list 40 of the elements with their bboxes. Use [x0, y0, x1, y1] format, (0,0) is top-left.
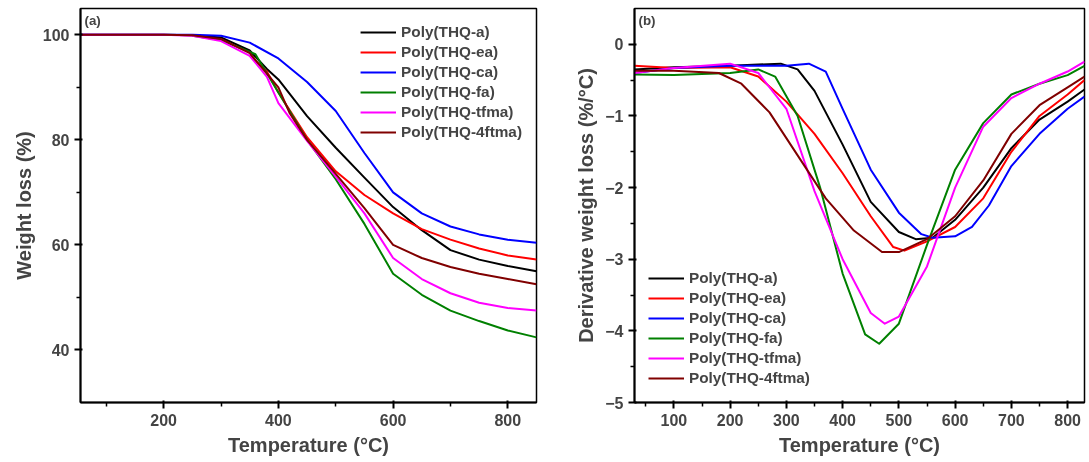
y-tick-label: 100: [42, 26, 70, 44]
x-tick-label: 400: [829, 411, 857, 429]
y-tick-label: −1: [605, 107, 624, 125]
y-tick-label: 60: [51, 236, 70, 254]
y-tick-label: 0: [614, 36, 624, 54]
x-tick-label: 100: [660, 411, 688, 429]
y-tick-label: −5: [605, 394, 624, 412]
x-tick-label: 500: [885, 411, 913, 429]
legend-label: Poly(THQ-a): [401, 23, 490, 41]
y-tick-label: 80: [51, 131, 70, 149]
y-axis-title: Weight loss (%): [12, 131, 35, 280]
annotation: (b): [638, 12, 656, 28]
legend-label: Poly(THQ-4ftma): [401, 123, 522, 141]
x-tick-label: 800: [494, 411, 522, 429]
x-tick-label: 600: [379, 411, 407, 429]
legend-label: Poly(THQ-ea): [689, 289, 787, 307]
legend-label: Poly(THQ-ca): [401, 63, 499, 81]
x-tick-label: 400: [265, 411, 292, 429]
legend-label: Poly(THQ-tfma): [689, 349, 802, 367]
y-tick-label: −3: [605, 251, 624, 269]
y-tick-label: 40: [51, 341, 70, 359]
x-tick-label: 200: [716, 411, 744, 429]
legend-label: Poly(THQ-ca): [689, 309, 787, 327]
y-axis-title: Derivative weight loss (%/°C): [575, 68, 598, 343]
legend-label: Poly(THQ-fa): [689, 329, 783, 347]
x-tick-label: 700: [998, 411, 1025, 429]
annotation: (a): [84, 12, 101, 28]
legend-label: Poly(THQ-fa): [401, 83, 495, 101]
legend-label: Poly(THQ-a): [689, 269, 778, 287]
legend-label: Poly(THQ-4ftma): [689, 369, 810, 387]
x-axis-title: Temperature (°C): [228, 433, 390, 456]
legend-label: Poly(THQ-ea): [401, 43, 499, 61]
x-tick-label: 200: [150, 411, 178, 429]
x-tick-label: 600: [941, 411, 969, 429]
x-tick-label: 300: [773, 411, 800, 429]
x-axis-title: Temperature (°C): [779, 433, 941, 456]
y-tick-label: −4: [605, 322, 624, 340]
legend-label: Poly(THQ-tfma): [401, 103, 514, 121]
x-tick-label: 800: [1054, 411, 1082, 429]
y-tick-label: −2: [605, 179, 624, 197]
